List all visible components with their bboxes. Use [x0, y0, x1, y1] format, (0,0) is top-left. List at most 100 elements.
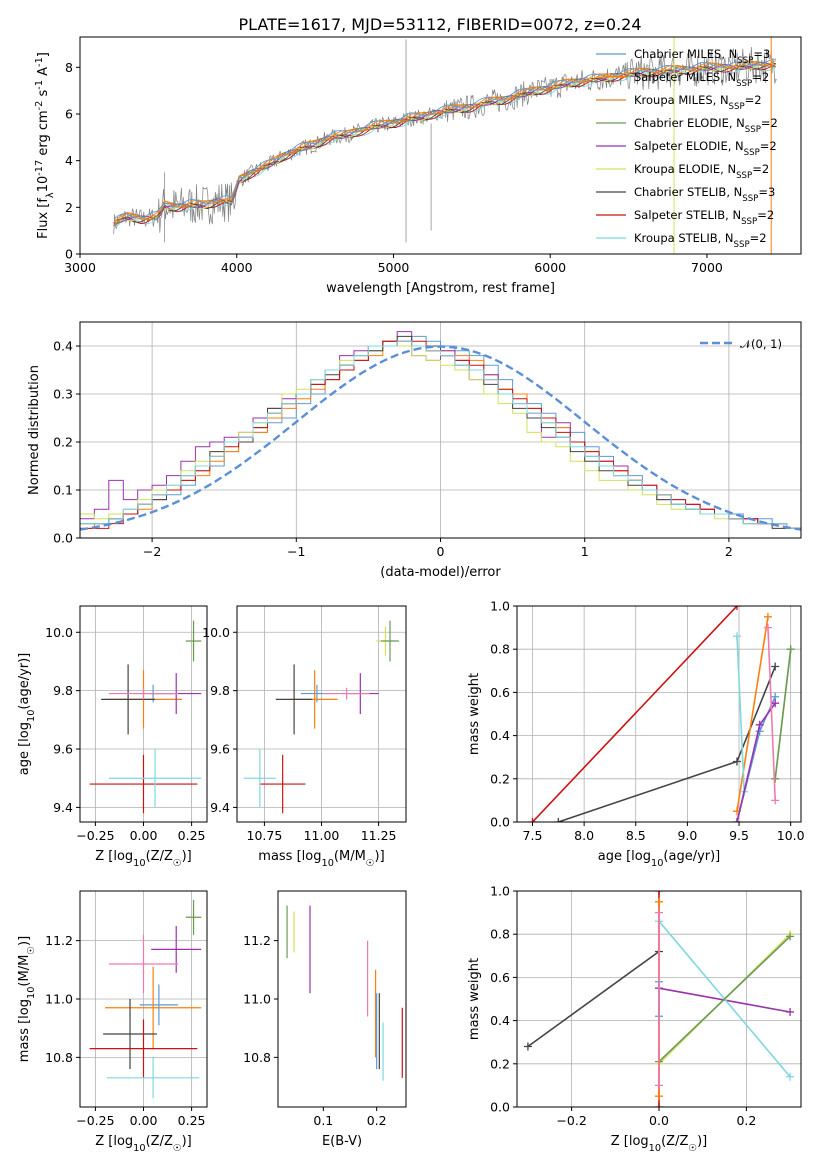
x-tick-label: 10.75: [247, 828, 283, 843]
x-tick-label: 9.0: [677, 828, 697, 843]
x-axis-label: Z [log10(Z/Z☉)]: [611, 1134, 708, 1154]
weight-vs-age-axes: 7.5 8.0 8.5 9.0 9.5 10.0 0.0 0.2 0.4 0.6 0.8 1.0 age…: [467, 599, 805, 869]
y-tick-label: 9.4: [210, 800, 230, 815]
weight-point-marker: [655, 891, 663, 895]
y-tick-label: 0.2: [53, 435, 73, 450]
y-tick-label: 11.2: [45, 933, 73, 948]
x-tick-label: 9.5: [729, 828, 749, 843]
axes-frame: [79, 36, 802, 255]
y-tick-label: 11.2: [243, 933, 271, 948]
weight-point-marker: [732, 632, 741, 641]
x-axis-label: mass [log10(M/M☉)]: [258, 849, 384, 869]
plot-area: [237, 606, 406, 822]
weight-point-marker: [655, 897, 663, 906]
y-tick-label: 0.0: [53, 531, 73, 546]
weight-point-marker: [786, 645, 795, 654]
x-tick-label: 7000: [691, 260, 723, 275]
x-tick-label: 0.2: [367, 1113, 387, 1128]
figure-title: PLATE=1617, MJD=53112, FIBERID=0072, z=0…: [238, 15, 641, 34]
mass-vs-extinction-axes: 0.1 0.2 10.8 11.0 11.2 E(B-V): [243, 890, 407, 1149]
weight-series-line: [736, 616, 769, 812]
x-tick-label: 8.0: [574, 828, 594, 843]
y-tick-label: 6: [65, 107, 73, 122]
legend-entry-label: 𝒩(0, 1): [740, 337, 782, 351]
legend-entry-label: Chabrier STELIB, NSSP=3: [634, 185, 775, 204]
y-axis-label: mass weight: [467, 673, 482, 755]
x-axis-label: Z [log10(Z/Z☉)]: [95, 1134, 192, 1154]
x-tick-label: 11.25: [361, 828, 397, 843]
spectrum-legend: Chabrier MILES, NSSP=3 Salpeter MILES, NS…: [596, 47, 778, 250]
x-tick-label: 10.0: [777, 828, 805, 843]
x-tick-label: 7.5: [523, 828, 543, 843]
x-tick-label: −1: [287, 544, 305, 559]
x-tick-label: 0.25: [178, 1113, 206, 1128]
weight-point-marker: [732, 606, 741, 610]
y-tick-label: 9.6: [53, 742, 73, 757]
y-axis-label: age [log10(age/yr)]: [17, 653, 37, 776]
weight-point-marker: [732, 818, 741, 822]
weight-point-marker: [528, 818, 537, 822]
weight-point-marker: [655, 1103, 663, 1107]
normal-reference-curve: [80, 345, 801, 531]
y-tick-label: 9.4: [53, 800, 73, 815]
x-tick-label: 0.0: [649, 1113, 669, 1128]
y-axis-label: Flux [fλ10-17 erg cm-2 s-1 A-1]: [34, 52, 56, 239]
model-spectrum-line: [113, 60, 777, 226]
axes-frame: [516, 605, 802, 823]
plot-area: [80, 322, 801, 538]
y-tick-label: 8: [65, 60, 73, 75]
y-tick-label: 0.3: [53, 387, 73, 402]
y-tick-label: 9.8: [53, 683, 73, 698]
y-tick-label: 10.0: [45, 625, 73, 640]
weight-series-line: [736, 636, 745, 792]
residual-legend: 𝒩(0, 1): [700, 337, 782, 351]
x-axis-label: wavelength [Angstrom, rest frame]: [326, 281, 555, 296]
weight-point-marker: [763, 623, 772, 632]
weight-point-marker: [771, 662, 780, 671]
x-axis-label: E(B-V): [322, 1134, 362, 1149]
x-tick-label: 4000: [221, 260, 253, 275]
y-tick-label: 9.8: [210, 683, 230, 698]
y-tick-label: 0.8: [490, 642, 510, 657]
x-tick-label: 3000: [64, 260, 96, 275]
x-tick-label: −0.25: [76, 1113, 114, 1128]
y-tick-label: 0.4: [490, 1013, 510, 1028]
legend-entry-label: Chabrier ELODIE, NSSP=2: [634, 116, 778, 135]
plot-area: [286, 905, 403, 1081]
y-tick-label: 4: [65, 153, 73, 168]
legend-entry-label: Salpeter STELIB, NSSP=2: [634, 208, 774, 227]
model-spectrum-line: [113, 60, 777, 223]
y-tick-label: 2: [65, 200, 73, 215]
y-tick-label: 0: [65, 247, 73, 262]
weight-series-line: [658, 935, 791, 1063]
y-axis-label: mass [log10(M/M☉)]: [17, 936, 37, 1062]
legend-entry-label: Kroupa ELODIE, NSSP=2: [634, 162, 769, 181]
y-tick-label: 10.8: [243, 1050, 271, 1065]
y-tick-label: 1.0: [490, 599, 510, 614]
y-tick-label: 11.0: [243, 992, 271, 1007]
plot-area: [517, 891, 801, 1107]
x-tick-label: 5000: [378, 260, 410, 275]
axes-frame: [277, 890, 407, 1108]
legend-entry-label: Salpeter MILES, NSSP=2: [634, 70, 769, 89]
x-axis-label: (data-model)/error: [380, 565, 501, 580]
model-spectrum-line: [113, 65, 777, 230]
y-axis-label: Normed distribution: [27, 365, 42, 495]
x-tick-label: 6000: [534, 260, 566, 275]
weight-point-marker: [755, 720, 764, 729]
legend-entry-label: Salpeter ELODIE, NSSP=2: [634, 139, 777, 158]
y-tick-label: 0.1: [53, 483, 73, 498]
gridlines: [517, 606, 801, 822]
gridlines: [80, 606, 207, 822]
y-tick-label: 9.6: [210, 742, 230, 757]
weight-series-line: [531, 606, 738, 822]
y-tick-label: 0.0: [490, 815, 510, 830]
weight-point-marker: [554, 818, 563, 822]
residual-axes: 𝒩(0, 1) −2 −1 0 1 2 0.0 0.1 0.2 0.3 0.4 (data-model…: [27, 321, 802, 580]
weight-series-line: [527, 950, 660, 1048]
plot-area: [80, 891, 207, 1107]
x-tick-label: 1: [581, 544, 589, 559]
weight-series-line: [767, 627, 776, 801]
weight-point-marker: [786, 1072, 795, 1081]
